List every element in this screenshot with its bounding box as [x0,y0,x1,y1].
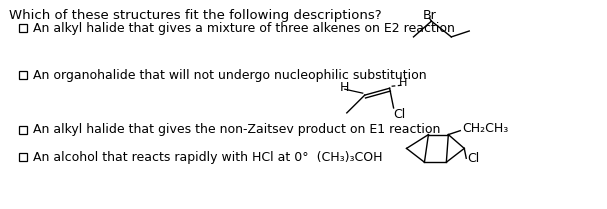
Text: An alkyl halide that gives a mixture of three alkenes on E2 reaction: An alkyl halide that gives a mixture of … [33,22,455,34]
Text: Which of these structures fit the following descriptions?: Which of these structures fit the follow… [9,9,382,22]
Text: Br: Br [422,9,436,22]
Text: H: H [399,78,408,88]
Text: H: H [340,81,350,94]
Text: An alcohol that reacts rapidly with HCl at 0°  (CH₃)₃COH: An alcohol that reacts rapidly with HCl … [33,151,383,164]
Text: CH₂CH₃: CH₂CH₃ [463,122,509,135]
Bar [19,126,27,134]
Text: An alkyl halide that gives the non-Zaitsev product on E1 reaction: An alkyl halide that gives the non-Zaits… [33,123,441,136]
Text: An organohalide that will not undergo nucleophilic substitution: An organohalide that will not undergo nu… [33,69,427,82]
Bar [19,24,27,32]
Bar [19,153,27,161]
Text: Cl: Cl [467,152,480,165]
Bar [19,71,27,79]
Text: Cl: Cl [393,108,406,121]
